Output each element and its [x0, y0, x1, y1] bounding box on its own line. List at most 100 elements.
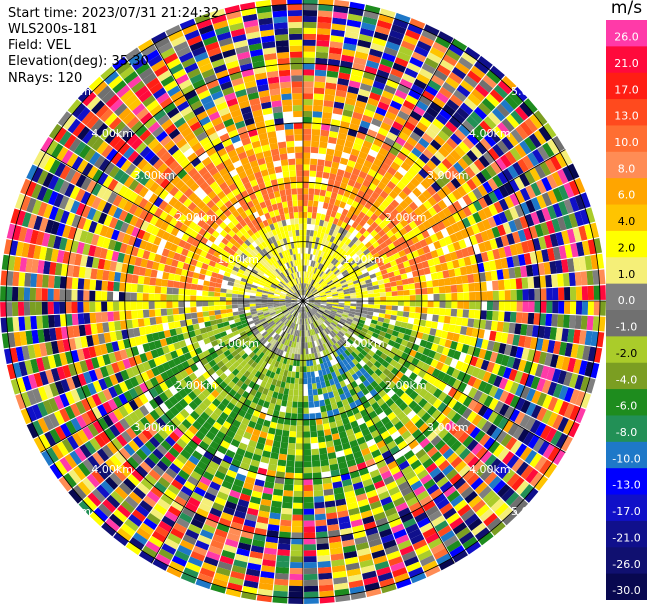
velocity-gate: [310, 347, 315, 354]
velocity-gate: [345, 562, 360, 571]
velocity-gate: [178, 379, 188, 389]
velocity-gate: [374, 75, 388, 85]
velocity-gate: [546, 301, 553, 314]
velocity-gate: [284, 478, 294, 485]
velocity-gate: [322, 202, 329, 210]
velocity-gate: [380, 470, 392, 480]
velocity-gate: [435, 91, 449, 104]
velocity-gate: [249, 301, 256, 304]
velocity-gate: [153, 395, 164, 406]
velocity-gate: [338, 347, 345, 354]
velocity-gate: [520, 201, 531, 216]
velocity-gate: [397, 295, 404, 301]
velocity-gate: [351, 445, 361, 454]
velocity-gate: [249, 388, 258, 397]
velocity-gate: [444, 356, 453, 366]
velocity-gate: [507, 422, 520, 437]
velocity-gate: [459, 266, 468, 276]
velocity-gate: [383, 156, 394, 167]
velocity-gate: [313, 281, 318, 288]
velocity-gate: [421, 363, 431, 372]
velocity-gate: [388, 73, 402, 84]
velocity-gate: [437, 31, 454, 44]
velocity-gate: [552, 449, 566, 466]
velocity-gate: [265, 369, 272, 377]
velocity-gate: [386, 266, 394, 274]
velocity-gate: [24, 272, 32, 287]
velocity-gate: [192, 387, 202, 397]
velocity-gate: [362, 230, 370, 238]
velocity-gate: [537, 325, 546, 339]
velocity-gate: [427, 287, 434, 295]
velocity-gate: [266, 529, 279, 538]
velocity-gate: [416, 331, 424, 340]
velocity-gate: [394, 56, 409, 68]
velocity-gate: [421, 294, 428, 301]
velocity-gate: [290, 550, 303, 557]
velocity-gate: [322, 477, 332, 485]
velocity-gate: [561, 259, 569, 273]
velocity-gate: [292, 508, 303, 515]
velocity-gate: [326, 209, 333, 217]
velocity-gate: [289, 562, 303, 569]
velocity-gate: [272, 410, 280, 418]
velocity-gate: [279, 316, 286, 321]
velocity-gate: [320, 344, 325, 351]
velocity-gate: [422, 148, 434, 160]
velocity-gate: [303, 461, 312, 468]
velocity-gate: [354, 285, 362, 290]
velocity-gate: [265, 315, 272, 320]
velocity-gate: [450, 149, 462, 162]
velocity-gate: [544, 158, 557, 174]
velocity-gate: [541, 339, 550, 352]
velocity-gate: [371, 117, 383, 128]
velocity-gate: [148, 293, 155, 301]
velocity-gate: [555, 152, 568, 168]
velocity-gate: [542, 142, 555, 158]
velocity-gate: [428, 510, 443, 522]
velocity-gate: [311, 341, 316, 348]
velocity-gate: [78, 500, 93, 516]
velocity-gate: [255, 303, 262, 306]
velocity-gate: [413, 318, 421, 326]
velocity-gate: [558, 287, 565, 301]
velocity-gate: [314, 295, 321, 298]
velocity-gate: [325, 293, 333, 296]
velocity-gate: [407, 23, 423, 35]
velocity-gate: [299, 366, 303, 373]
velocity-gate: [441, 405, 452, 417]
velocity-gate: [421, 29, 437, 42]
velocity-gate: [288, 436, 296, 444]
velocity-gate: [396, 51, 411, 62]
velocity-gate: [256, 334, 264, 341]
velocity-gate: [317, 319, 322, 325]
velocity-gate: [356, 390, 365, 399]
velocity-gate: [206, 445, 217, 456]
velocity-gate: [567, 328, 575, 343]
velocity-gate: [301, 306, 303, 313]
velocity-gate: [128, 439, 140, 453]
velocity-gate: [308, 303, 315, 306]
velocity-gate: [161, 543, 177, 556]
velocity-gate: [247, 365, 255, 374]
velocity-gate: [442, 103, 456, 116]
velocity-gate: [303, 306, 306, 313]
velocity-gate: [308, 302, 315, 305]
velocity-gate: [313, 93, 324, 101]
velocity-gate: [303, 235, 307, 242]
velocity-gate: [259, 345, 266, 352]
velocity-gate: [344, 223, 352, 232]
velocity-gate: [332, 299, 339, 301]
velocity-gate: [546, 287, 553, 301]
velocity-gate: [529, 251, 538, 264]
velocity-gate: [505, 436, 518, 451]
velocity-gate: [394, 397, 404, 407]
velocity-gate: [422, 164, 433, 175]
velocity-gate: [248, 380, 256, 389]
velocity-gate: [328, 535, 342, 544]
velocity-gate: [462, 435, 474, 448]
velocity-gate: [292, 401, 298, 408]
velocity-gate: [155, 316, 163, 325]
velocity-gate: [365, 209, 374, 218]
velocity-gate: [343, 307, 350, 311]
